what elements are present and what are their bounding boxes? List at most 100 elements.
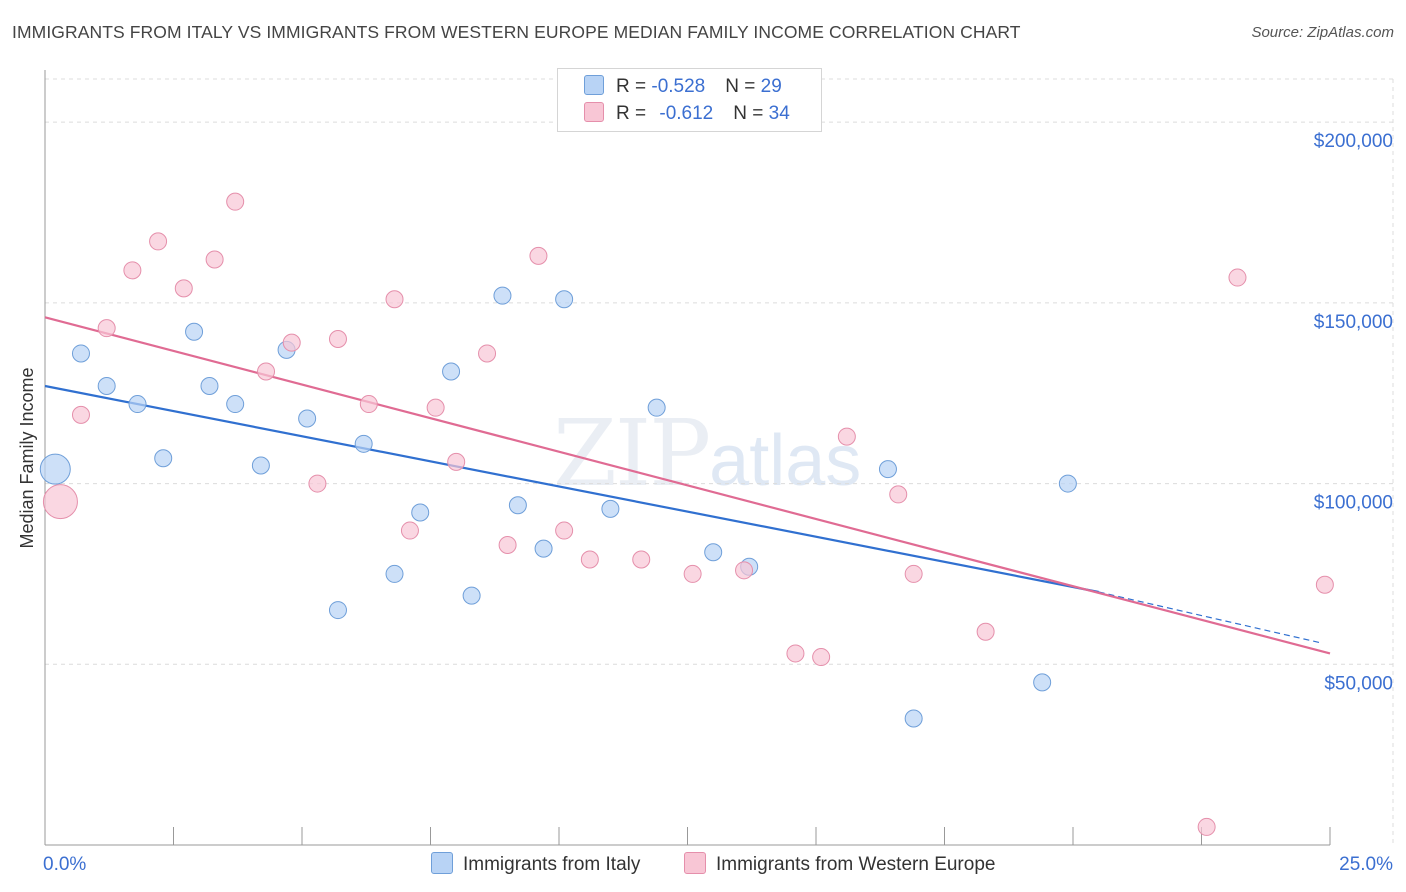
watermark-light: atlas [709, 421, 862, 501]
point-weu-9 [282, 333, 301, 352]
point-weu-3 [123, 261, 142, 280]
point-weu-16 [447, 452, 466, 471]
y-axis-label: Median Family Income [17, 367, 37, 548]
data-points [39, 192, 1334, 836]
point-italy-28 [1058, 474, 1077, 493]
axes [44, 70, 1331, 846]
point-weu-11 [328, 330, 347, 348]
trend-line-weu [44, 316, 1331, 655]
x-tick-label-0: 0.0% [43, 854, 86, 875]
legend-swatch-weu [584, 102, 604, 122]
grid [45, 78, 1395, 845]
legend-italy-r-label: R = [616, 76, 652, 97]
point-weu-0 [42, 484, 78, 520]
point-weu-23 [683, 564, 702, 583]
axis-labels: $50,000 $100,000 $150,000 $200,000 0.0% 25.0%… [17, 131, 1393, 875]
point-italy-19 [534, 539, 553, 558]
y-tick-label-1: $100,000 [1314, 493, 1393, 514]
y-tick-label-2: $150,000 [1314, 312, 1393, 333]
point-weu-28 [889, 485, 908, 504]
bottom-legend-weu-label: Immigrants from Western Europe [716, 854, 996, 875]
legend-swatch-italy [584, 75, 604, 95]
point-weu-4 [149, 232, 168, 251]
point-weu-12 [359, 395, 378, 414]
point-italy-10 [298, 409, 317, 428]
point-italy-17 [493, 286, 512, 305]
point-italy-3 [128, 395, 147, 414]
legend-weu-r-value: -0.612 [659, 103, 714, 124]
point-weu-10 [308, 474, 327, 493]
trend-lines [44, 316, 1331, 655]
point-italy-4 [154, 449, 173, 468]
bottom-legend-weu: Immigrants from Western Europe [684, 852, 995, 876]
chart-title: IMMIGRANTS FROM ITALY VS IMMIGRANTS FROM… [12, 22, 1021, 42]
point-weu-33 [1315, 575, 1334, 594]
point-italy-18 [508, 496, 527, 515]
point-weu-31 [1197, 817, 1216, 836]
point-weu-30 [976, 622, 995, 641]
point-weu-25 [786, 644, 805, 663]
point-weu-24 [735, 561, 754, 580]
y-tick-label-0: $50,000 [1324, 673, 1393, 694]
bottom-legend-italy: Immigrants from Italy [431, 852, 640, 876]
point-italy-22 [647, 398, 666, 417]
point-weu-6 [205, 250, 224, 269]
point-weu-2 [97, 319, 116, 338]
y-tick-label-3: $200,000 [1314, 131, 1393, 152]
point-italy-13 [385, 564, 404, 583]
point-italy-12 [354, 434, 373, 453]
point-italy-5 [185, 322, 204, 341]
legend-italy-n-label: N = [725, 76, 761, 97]
point-weu-1 [71, 405, 90, 424]
point-italy-7 [226, 395, 245, 414]
point-italy-8 [251, 456, 270, 475]
point-weu-29 [904, 564, 923, 583]
point-italy-21 [601, 499, 620, 518]
point-italy-20 [555, 290, 574, 309]
trend-line-italy [44, 384, 1099, 594]
x-tick-label-1: 25.0% [1339, 854, 1393, 875]
point-italy-23 [704, 543, 723, 562]
point-italy-25 [878, 460, 897, 479]
legend-weu-n-label: N = [733, 103, 769, 124]
point-weu-5 [174, 279, 193, 298]
point-italy-6 [200, 376, 219, 395]
source-label: Source: ZipAtlas.com [1251, 24, 1394, 41]
point-weu-18 [498, 536, 517, 555]
point-weu-19 [529, 246, 548, 265]
legend-weu-r-label: R = [616, 103, 652, 124]
point-italy-14 [411, 503, 430, 522]
legend-italy-r-value: -0.528 [651, 76, 706, 97]
point-italy-27 [1033, 673, 1052, 692]
watermark-bold: ZIP [553, 400, 711, 507]
point-weu-17 [478, 344, 497, 363]
correlation-legend: R = -0.528 N = 29 R = -0.612 N = 34 [557, 68, 822, 132]
point-italy-0 [39, 453, 71, 485]
point-weu-27 [837, 427, 856, 446]
point-weu-21 [580, 550, 599, 569]
legend-row-weu: R = -0.612 N = 34 [584, 102, 790, 126]
legend-italy-n-value: 29 [760, 76, 782, 97]
point-italy-26 [904, 709, 923, 728]
point-italy-1 [71, 344, 90, 363]
bottom-swatch-weu [684, 852, 706, 874]
point-weu-15 [426, 398, 445, 417]
watermark: ZIPatlas [553, 400, 861, 507]
point-weu-20 [555, 521, 574, 540]
point-italy-15 [442, 362, 461, 381]
point-weu-26 [812, 648, 831, 667]
point-italy-16 [462, 586, 481, 605]
point-weu-13 [385, 290, 404, 309]
legend-weu-n-value: 34 [768, 103, 790, 124]
legend-row-italy: R = -0.528 N = 29 [584, 75, 782, 99]
point-weu-32 [1228, 268, 1247, 287]
point-weu-22 [632, 550, 651, 569]
point-italy-11 [328, 601, 347, 620]
bottom-legend-italy-label: Immigrants from Italy [463, 854, 641, 875]
bottom-swatch-italy [431, 852, 453, 874]
trend-extension-italy [1098, 591, 1320, 644]
point-weu-8 [257, 362, 276, 381]
point-weu-14 [400, 521, 419, 540]
point-italy-2 [97, 376, 116, 395]
